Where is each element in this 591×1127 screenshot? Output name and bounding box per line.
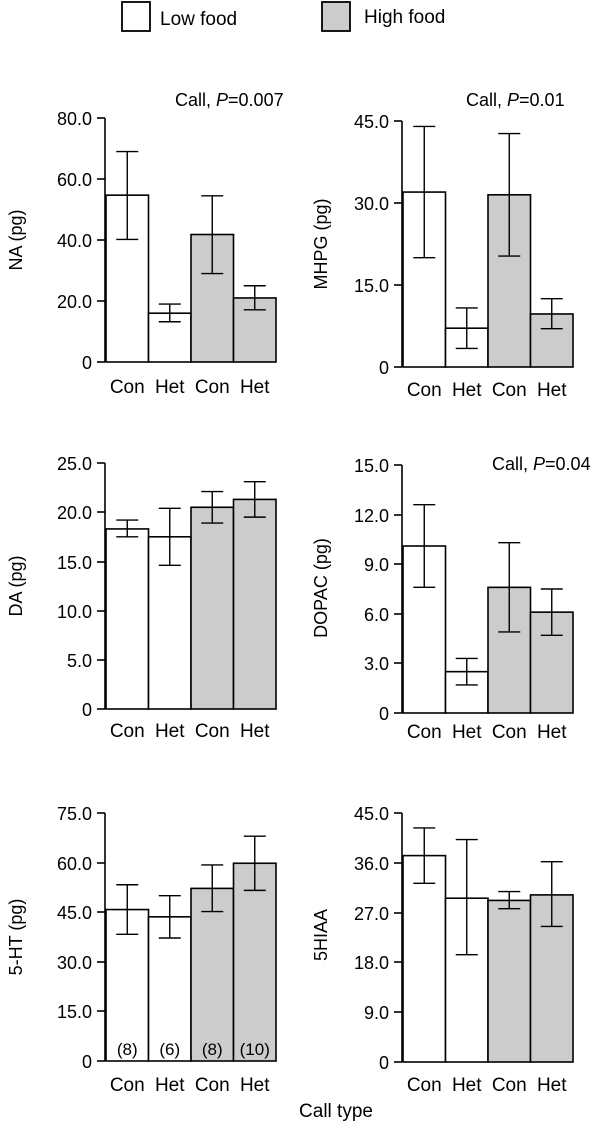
y-tick-label: 45.0 [354,804,389,824]
x-tick-label: Con [407,722,442,743]
bar-con-1 [105,528,150,710]
x-tick-label: Con [110,721,145,742]
y-axis-label: DOPAC (pg) [311,538,331,638]
bar-con-3 [487,899,532,1063]
bar-con-1 [402,854,447,1063]
x-tick-label: Het [240,1075,270,1096]
y-tick-label: 25.0 [57,454,92,474]
bar-con-3 [190,887,235,1062]
y-tick-label: 10.0 [57,602,92,622]
y-axis-label: DA (pg) [6,555,26,616]
x-tick-label: Con [195,377,230,398]
legend-swatch-high-food [321,1,351,32]
bar-con-3 [190,506,235,710]
x-tick-label: Con [492,1075,527,1096]
y-tick-label: 30.0 [57,953,92,973]
y-tick-label: 45.0 [57,903,92,923]
y-tick-label: 5.0 [67,651,92,671]
chart-panel-5: 0 15.0 30.0 45.0 60.0 75.0 Con Het Con Het 5-HT (p… [6,804,277,1096]
x-tick-label: Het [155,1075,185,1096]
x-tick-label: Con [195,721,230,742]
sample-size-label: (6) [159,1040,180,1059]
x-tick-label: Het [240,721,270,742]
y-tick-label: 15.0 [354,276,389,296]
y-tick-label: 9.0 [364,1003,389,1023]
y-tick-label: 80.0 [57,109,92,129]
y-tick-label: 0 [82,700,92,720]
x-tick-label: Het [155,377,185,398]
y-axis-label: 5-HT (pg) [6,899,26,976]
y-tick-label: 75.0 [57,804,92,824]
y-tick-label: 9.0 [364,555,389,575]
legend-swatch-low-food [121,1,151,32]
x-tick-label: Con [492,380,527,401]
y-tick-label: 0 [379,1053,389,1073]
x-tick-label: Het [537,380,567,401]
y-axis-label: MHPG (pg) [311,198,331,289]
y-tick-label: 30.0 [354,194,389,214]
significance-annotation: Call, P=0.007 [175,90,284,110]
y-axis-label: NA (pg) [6,209,26,270]
y-tick-label: 0 [379,358,389,378]
y-tick-label: 15.0 [354,456,389,476]
x-tick-label: Het [537,722,567,743]
legend-label-low-food: Low food [160,9,237,30]
y-tick-label: 15.0 [57,553,92,573]
x-tick-label: Het [155,721,185,742]
x-tick-label: Het [452,380,482,401]
y-tick-label: 6.0 [364,605,389,625]
y-tick-label: 20.0 [57,503,92,523]
y-tick-label: 27.0 [354,904,389,924]
y-tick-label: 60.0 [57,854,92,874]
x-tick-label: Con [195,1075,230,1096]
y-tick-label: 60.0 [57,170,92,190]
y-tick-label: 3.0 [364,654,389,674]
bar-het-4 [232,862,277,1062]
y-axis-label: 5HIAA [311,909,331,961]
y-tick-label: 40.0 [57,231,92,251]
chart-panels: 0 20.0 40.0 60.0 80.0 Con Het Con Het NA (pg) Call… [6,90,591,1096]
y-tick-label: 0 [82,1052,92,1072]
bar-het-4 [232,297,277,363]
bar-het-4 [232,498,277,710]
chart-panel-2: 0 15.0 30.0 45.0 Con Het Con Het MHPG (pg) Call, … [311,90,574,401]
x-tick-label: Het [452,1075,482,1096]
x-tick-label: Het [452,722,482,743]
x-axis-title: Call type [299,1101,373,1122]
y-tick-label: 0 [379,704,389,724]
sample-size-label: (10) [240,1040,270,1059]
legend: Low food High food [121,1,445,32]
x-tick-label: Het [240,377,270,398]
y-tick-label: 20.0 [57,292,92,312]
x-tick-label: Con [110,1075,145,1096]
sample-size-label: (8) [202,1040,223,1059]
x-tick-label: Con [110,377,145,398]
y-tick-label: 18.0 [354,953,389,973]
y-tick-label: 36.0 [354,854,389,874]
sample-size-label: (8) [117,1040,138,1059]
y-tick-label: 12.0 [354,506,389,526]
x-tick-label: Con [492,722,527,743]
chart-panel-4: 0 3.0 6.0 9.0 12.0 15.0 Con Het Con Het DOPAC (pg)… [311,454,591,743]
y-tick-label: 15.0 [57,1002,92,1022]
y-tick-label: 0 [82,353,92,373]
legend-label-high-food: High food [364,7,445,28]
chart-panel-3: 0 5.0 10.0 15.0 20.0 25.0 Con Het Con Het DA (pg) [6,454,277,742]
x-tick-label: Con [407,1075,442,1096]
x-tick-label: Con [407,380,442,401]
chart-panel-1: 0 20.0 40.0 60.0 80.0 Con Het Con Het NA (pg) Call… [6,90,284,398]
x-tick-label: Het [537,1075,567,1096]
significance-annotation: Call, P=0.04 [492,454,591,474]
chart-panel-6: 0 9.0 18.0 27.0 36.0 45.0 Con Het Con Het 5HIAA [311,804,574,1096]
significance-annotation: Call, P=0.01 [466,90,565,110]
y-tick-label: 45.0 [354,112,389,132]
